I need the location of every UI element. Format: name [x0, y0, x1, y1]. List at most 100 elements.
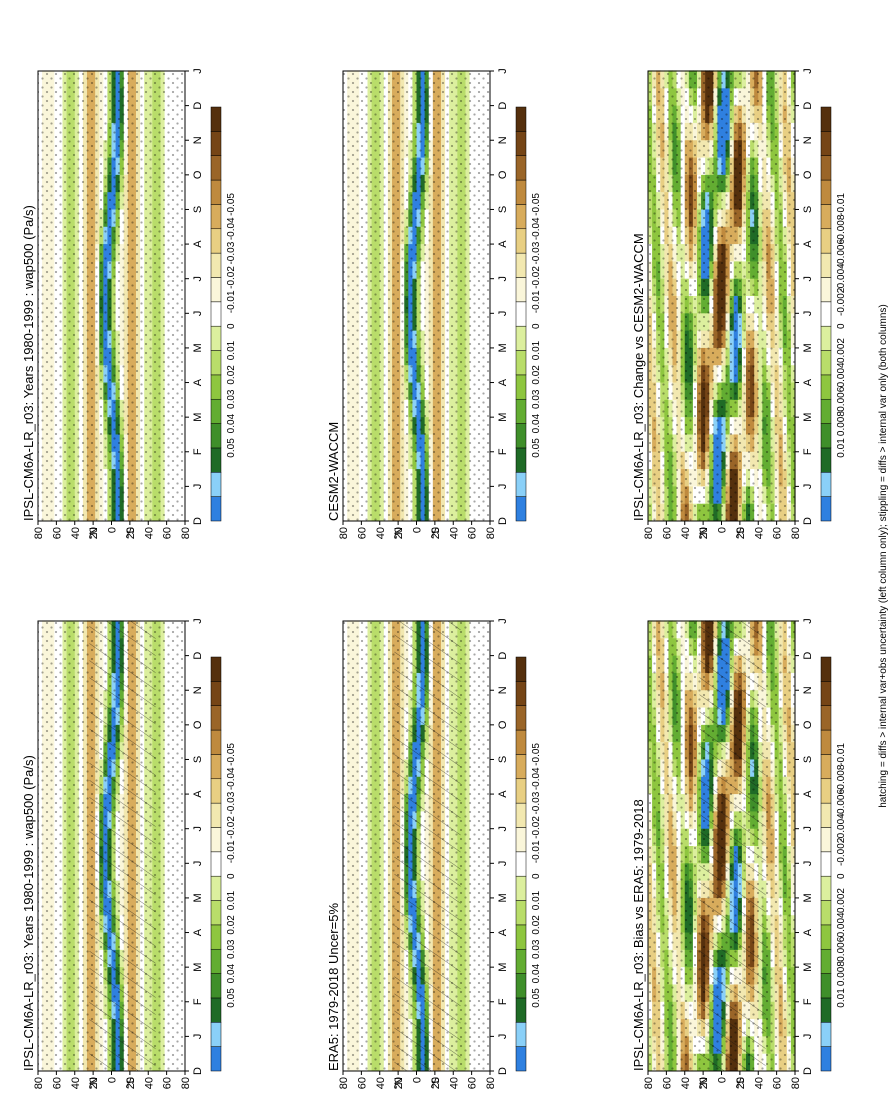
- colorbar-swatch: [516, 375, 526, 399]
- colorbar-swatch: [211, 472, 221, 496]
- colorbar-label: -0.03: [531, 791, 542, 814]
- colorbar-label: -0.02: [226, 816, 237, 839]
- stippling-overlay: [343, 71, 490, 521]
- colorbar-swatch: [211, 351, 221, 375]
- colorbar-swatch: [211, 204, 221, 228]
- y-tick-label: 80: [180, 527, 192, 539]
- colorbar-label: 0.04: [531, 963, 542, 983]
- y-tick-label: 0: [107, 527, 119, 533]
- x-tick-label: J: [192, 861, 204, 867]
- colorbar-swatch: [516, 180, 526, 204]
- colorbar-swatch: [211, 827, 221, 851]
- x-tick-label: J: [497, 861, 509, 867]
- colorbar-swatch: [516, 803, 526, 827]
- x-tick-label: A: [497, 240, 509, 248]
- y-tick-label: 60: [162, 1077, 174, 1089]
- x-tick-label: M: [192, 413, 204, 422]
- y-unit-label: °S: [125, 1077, 137, 1089]
- x-tick-label: J: [192, 68, 204, 74]
- x-tick-label: A: [192, 790, 204, 798]
- x-tick-label: J: [192, 1034, 204, 1040]
- colorbar-swatch: [516, 424, 526, 448]
- colorbar-swatch: [516, 497, 526, 521]
- x-tick-label: F: [192, 448, 204, 455]
- colorbar-swatch: [516, 730, 526, 754]
- x-tick-label: D: [192, 517, 204, 525]
- colorbar-label: -0.04: [226, 217, 237, 240]
- y-unit-label: °N: [88, 1077, 100, 1089]
- colorbar-swatch: [211, 497, 221, 521]
- colorbar-label: 0.02: [226, 915, 237, 935]
- colorbar-label: -0.03: [226, 241, 237, 264]
- colorbar-swatch: [516, 925, 526, 949]
- colorbar-swatch: [211, 399, 221, 423]
- colorbar-label: 0.04: [531, 413, 542, 433]
- colorbar-swatch: [211, 253, 221, 277]
- x-tick-label: J: [497, 1034, 509, 1040]
- colorbar-swatch: [211, 131, 221, 155]
- colorbar-swatch: [516, 204, 526, 228]
- colorbar-swatch: [516, 302, 526, 326]
- colorbar-label: 0.02: [531, 365, 542, 385]
- x-tick-label: J: [192, 276, 204, 282]
- colorbar-label: 0.03: [531, 939, 542, 959]
- y-tick-label: 40: [448, 527, 460, 539]
- colorbar-swatch: [211, 876, 221, 900]
- x-tick-label: M: [497, 963, 509, 972]
- colorbar-swatch: [211, 779, 221, 803]
- y-unit-label: °N: [393, 527, 405, 539]
- stippling-overlay: [343, 621, 490, 1071]
- colorbar-swatch: [211, 277, 221, 301]
- colorbar-swatch: [516, 852, 526, 876]
- x-tick-label: M: [192, 343, 204, 352]
- colorbar-swatch: [516, 876, 526, 900]
- x-tick-label: J: [497, 484, 509, 490]
- x-tick-label: A: [192, 378, 204, 386]
- x-tick-label: M: [497, 343, 509, 352]
- colorbar-label: -0.05: [531, 743, 542, 766]
- colorbar-label: -0.01: [531, 290, 542, 313]
- colorbar-swatch: [211, 229, 221, 253]
- panel-p1: IPSL-CM6A-LR_r03: Years 1980-1999 : wap5…: [21, 618, 237, 1089]
- y-tick-label: 40: [70, 527, 82, 539]
- colorbar-label: 0.01: [531, 340, 542, 360]
- x-tick-label: A: [497, 790, 509, 798]
- x-tick-label: D: [192, 1067, 204, 1075]
- x-tick-label: F: [192, 998, 204, 1005]
- y-tick-label: 80: [33, 527, 45, 539]
- colorbar-label: 0: [531, 873, 542, 879]
- colorbar-label: -0.04: [226, 767, 237, 790]
- colorbar-label: 0: [531, 323, 542, 329]
- y-tick-label: 60: [162, 527, 174, 539]
- y-tick-label: 40: [375, 527, 387, 539]
- colorbar-label: -0.05: [226, 743, 237, 766]
- colorbar-label: 0.02: [531, 915, 542, 935]
- x-tick-label: O: [192, 170, 204, 179]
- y-tick-label: 80: [33, 1077, 45, 1089]
- rotated-frame: IPSL-CM6A-LR_r03: Years 1980-1999 : wap5…: [21, 68, 889, 1089]
- x-tick-label: O: [497, 720, 509, 729]
- x-tick-label: A: [192, 928, 204, 936]
- colorbar-swatch: [211, 156, 221, 180]
- x-tick-label: M: [192, 893, 204, 902]
- colorbar-swatch: [211, 1047, 221, 1071]
- colorbar-swatch: [211, 974, 221, 998]
- colorbar-label: -0.01: [226, 840, 237, 863]
- x-tick-label: N: [192, 136, 204, 144]
- colorbar-swatch: [516, 949, 526, 973]
- colorbar-swatch: [211, 375, 221, 399]
- x-tick-label: J: [497, 618, 509, 624]
- panel-p2: IPSL-CM6A-LR_r03: Years 1980-1999 : wap5…: [21, 68, 237, 539]
- y-unit-label: °S: [125, 527, 137, 539]
- stippling-overlay: [38, 71, 185, 521]
- colorbar-swatch: [211, 949, 221, 973]
- colorbar-swatch: [516, 107, 526, 131]
- x-tick-label: J: [497, 276, 509, 282]
- stippling-overlay: [38, 621, 185, 1071]
- y-tick-label: 0: [412, 1077, 424, 1083]
- y-tick-label: 40: [143, 527, 155, 539]
- x-tick-label: O: [192, 720, 204, 729]
- colorbar-swatch: [211, 448, 221, 472]
- colorbar-swatch: [211, 681, 221, 705]
